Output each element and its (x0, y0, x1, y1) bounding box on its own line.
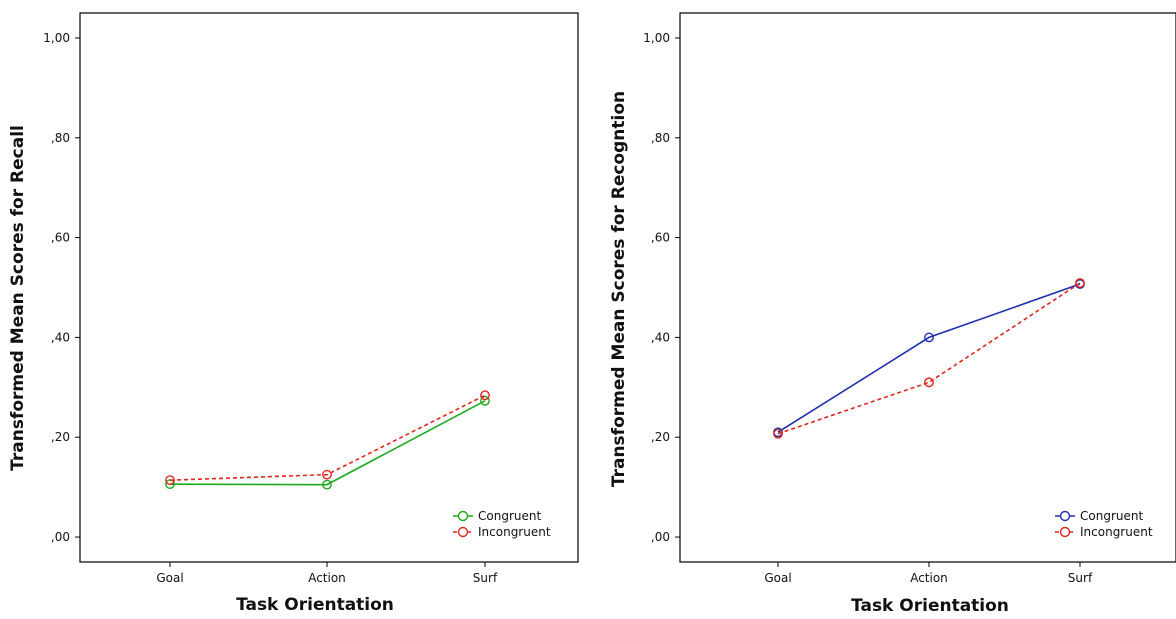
x-tick-label: Action (308, 571, 346, 585)
data-point-congruent (480, 395, 490, 406)
x-tick-label: Goal (156, 571, 183, 585)
data-point-incongruent (924, 377, 934, 388)
data-point-incongruent (480, 390, 490, 401)
x-tick-label: Action (910, 571, 948, 585)
legend-label: Incongruent (478, 525, 551, 539)
y-tick-label: ,60 (651, 231, 670, 245)
legend-marker (1059, 510, 1071, 522)
x-tick-label: Surf (473, 571, 498, 585)
series-line-congruent (169, 400, 486, 486)
x-axis-title: Task Orientation (851, 596, 1009, 616)
data-point-incongruent (1075, 278, 1085, 288)
series-line-congruent (777, 283, 1081, 433)
y-tick-label: ,40 (651, 330, 670, 344)
y-tick-label: 1,00 (643, 31, 670, 45)
data-point-incongruent (773, 428, 783, 439)
y-tick-label: ,40 (51, 330, 70, 344)
legend-label: Congruent (1080, 509, 1143, 523)
legend: Congruent Incongruent (453, 509, 551, 539)
chart-2: ,00 ,20 ,40 ,60 ,80 1,00 Goal Action Surf Task Or… (609, 12, 1176, 616)
y-axis-title: Transformed Mean Scores for Recogntion (609, 91, 629, 487)
legend-marker (457, 526, 469, 538)
series-line-incongruent (169, 394, 486, 481)
legend-marker (457, 510, 469, 522)
y-tick-label: ,60 (51, 231, 70, 245)
plot-frame (79, 12, 579, 563)
y-tick-label: ,00 (51, 530, 70, 544)
y-tick-label: ,20 (51, 430, 70, 444)
y-tick-label: ,20 (651, 430, 670, 444)
x-axis-title: Task Orientation (236, 595, 394, 615)
legend-label: Incongruent (1080, 525, 1153, 539)
y-tick-label: ,80 (51, 131, 70, 145)
y-tick-label: ,00 (651, 530, 670, 544)
y-tick-label: ,80 (651, 131, 670, 145)
y-tick-label: 1,00 (43, 31, 70, 45)
series-line-incongruent (777, 282, 1081, 435)
legend: Congruent Incongruent (1055, 509, 1153, 539)
plot-frame (679, 12, 1176, 563)
data-point-incongruent (165, 475, 175, 486)
chart-1: ,00 ,20 ,40 ,60 ,80 1,00 Goal Action Surf Task Or… (8, 12, 579, 615)
data-point-incongruent (322, 469, 332, 480)
data-point-congruent (924, 332, 934, 343)
legend-marker (1059, 526, 1071, 538)
x-tick-label: Surf (1068, 571, 1093, 585)
x-tick-label: Goal (764, 571, 791, 585)
y-axis-title: Transformed Mean Scores for Recall (8, 125, 28, 471)
legend-label: Congruent (478, 509, 541, 523)
data-point-congruent (322, 479, 332, 490)
